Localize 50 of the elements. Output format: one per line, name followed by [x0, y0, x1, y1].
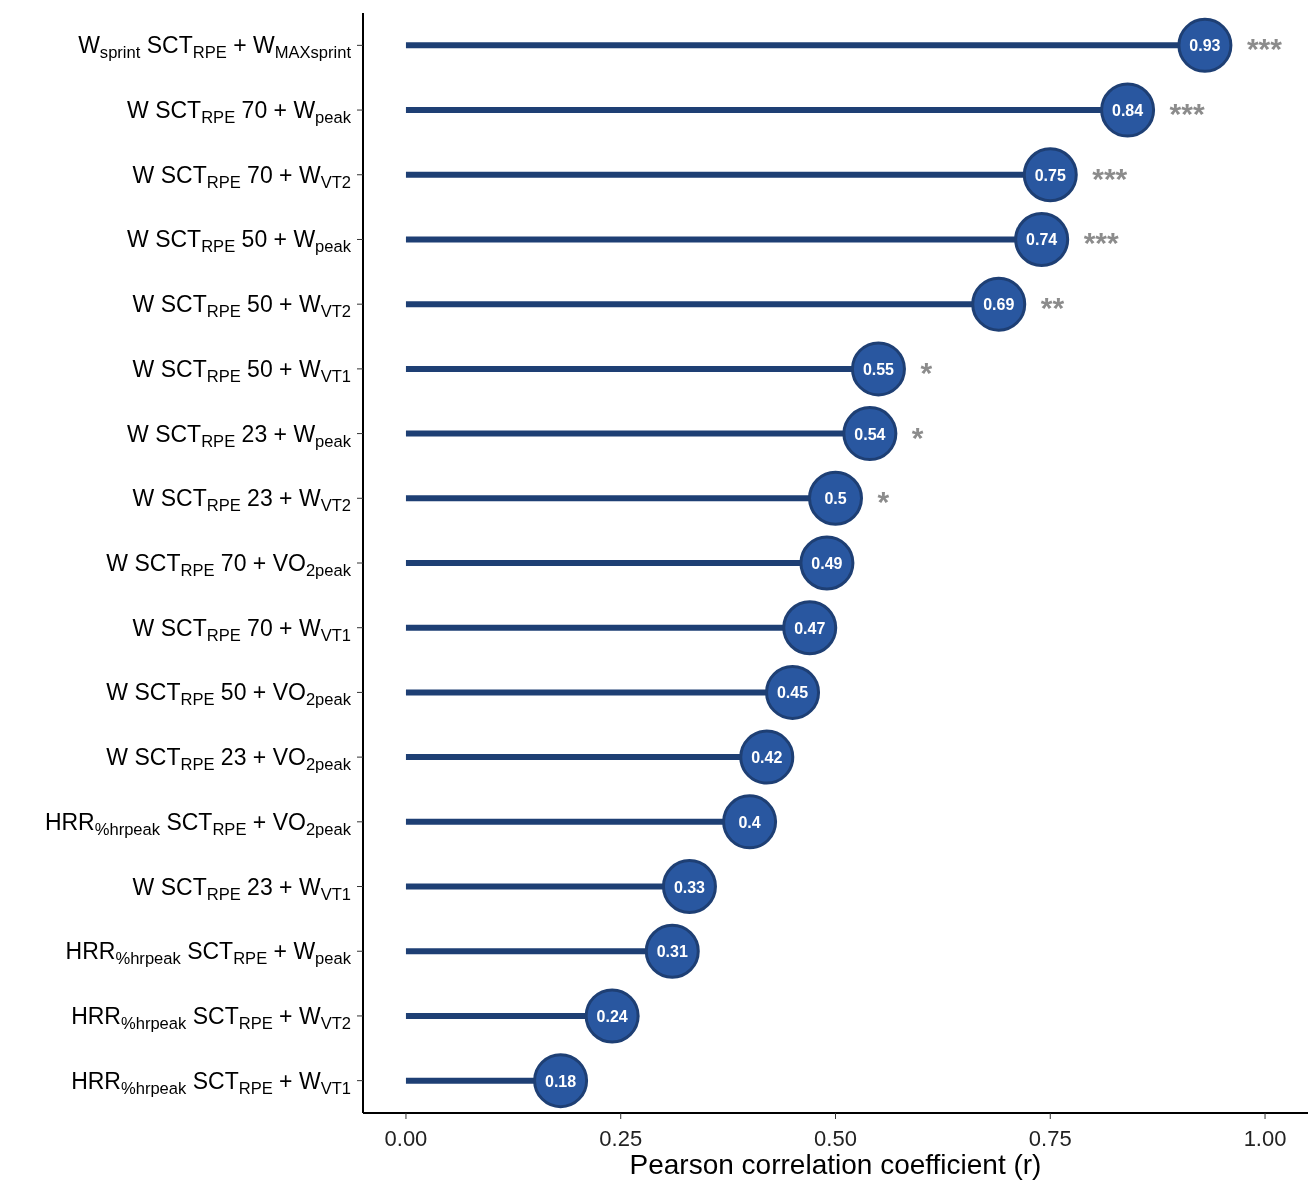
- y-tick-label: HRR$_{%hrpeak}$ SCT$_{RPE}$ + W$_{peak}$: [65, 938, 352, 968]
- annotation: *: [911, 420, 924, 454]
- data-label: 0.18: [545, 1072, 577, 1090]
- annotation: *: [920, 355, 933, 389]
- y-tick-label: W SCT$_{RPE}$ 50 + W$_{VT1}$: [132, 355, 351, 386]
- data-label: 0.47: [794, 619, 826, 637]
- data-label: 0.24: [596, 1007, 628, 1025]
- data-label: 0.49: [811, 555, 843, 572]
- data-label: 0.5: [824, 490, 847, 508]
- y-tick-label: W$_{sprint}$ SCT$_{RPE}$ + W$_{MAXsprint}$: [78, 32, 352, 63]
- data-label: 0.31: [656, 943, 688, 961]
- annotation: **: [1040, 291, 1065, 325]
- y-tick-label: HRR$_{%hrpeak}$ SCT$_{RPE}$ + VO$_{2peak}$: [44, 808, 352, 839]
- y-tick-label: W SCT$_{RPE}$ 70 + VO$_{2peak}$: [106, 550, 352, 580]
- x-axis-title: Pearson correlation coefficient (r): [629, 1149, 1042, 1180]
- annotation: ***: [1083, 226, 1120, 260]
- y-tick-label: HRR$_{%hrpeak}$ SCT$_{RPE}$ + W$_{VT2}$: [71, 1002, 351, 1033]
- x-tick-label: 0.25: [599, 1126, 643, 1151]
- annotation: ***: [1169, 97, 1205, 131]
- y-tick-label: W SCT$_{RPE}$ 50 + VO$_{2peak}$: [106, 679, 352, 710]
- data-label: 0.55: [862, 360, 895, 378]
- y-tick-label: W SCT$_{RPE}$ 70 + W$_{VT2}$: [132, 161, 351, 192]
- y-tick-label: W SCT$_{RPE}$ 70 + W$_{peak}$: [127, 97, 352, 127]
- annotation: *: [877, 485, 890, 519]
- point: [808, 470, 863, 526]
- annotation: ***: [1246, 32, 1283, 66]
- data-label: 0.33: [673, 878, 706, 896]
- annotation: ***: [1092, 161, 1128, 195]
- x-tick-label: 0.50: [814, 1126, 857, 1151]
- y-tick-label: W SCT$_{RPE}$ 23 + W$_{VT1}$: [132, 873, 351, 904]
- y-tick-label: W SCT$_{RPE}$ 23 + VO$_{2peak}$: [106, 744, 352, 774]
- data-label: 0.45: [776, 684, 809, 702]
- data-label: 0.93: [1189, 37, 1221, 55]
- x-tick-label: 1.00: [1243, 1126, 1287, 1151]
- data-label: 0.74: [1026, 231, 1058, 249]
- y-tick-label: HRR$_{%hrpeak}$ SCT$_{RPE}$ + W$_{VT1}$: [71, 1067, 351, 1098]
- point: [722, 794, 778, 850]
- data-label: 0.54: [854, 425, 886, 443]
- y-tick-label: W SCT$_{RPE}$ 23 + W$_{peak}$: [127, 420, 352, 451]
- y-tick-label: W SCT$_{RPE}$ 23 + W$_{VT2}$: [132, 485, 351, 516]
- data-label: 0.42: [751, 749, 783, 767]
- x-tick-label: 0.75: [1028, 1126, 1072, 1151]
- data-label: 0.84: [1112, 102, 1144, 120]
- data-label: 0.75: [1034, 166, 1066, 184]
- y-tick-label: W SCT$_{RPE}$ 50 + W$_{peak}$: [127, 226, 352, 257]
- data-label: 0.4: [738, 813, 761, 831]
- y-tick-label: W SCT$_{RPE}$ 50 + W$_{VT2}$: [132, 291, 351, 321]
- x-tick-label: 0.00: [384, 1126, 428, 1151]
- data-label: 0.69: [983, 296, 1015, 314]
- y-tick-label: W SCT$_{RPE}$ 70 + W$_{VT1}$: [132, 614, 351, 645]
